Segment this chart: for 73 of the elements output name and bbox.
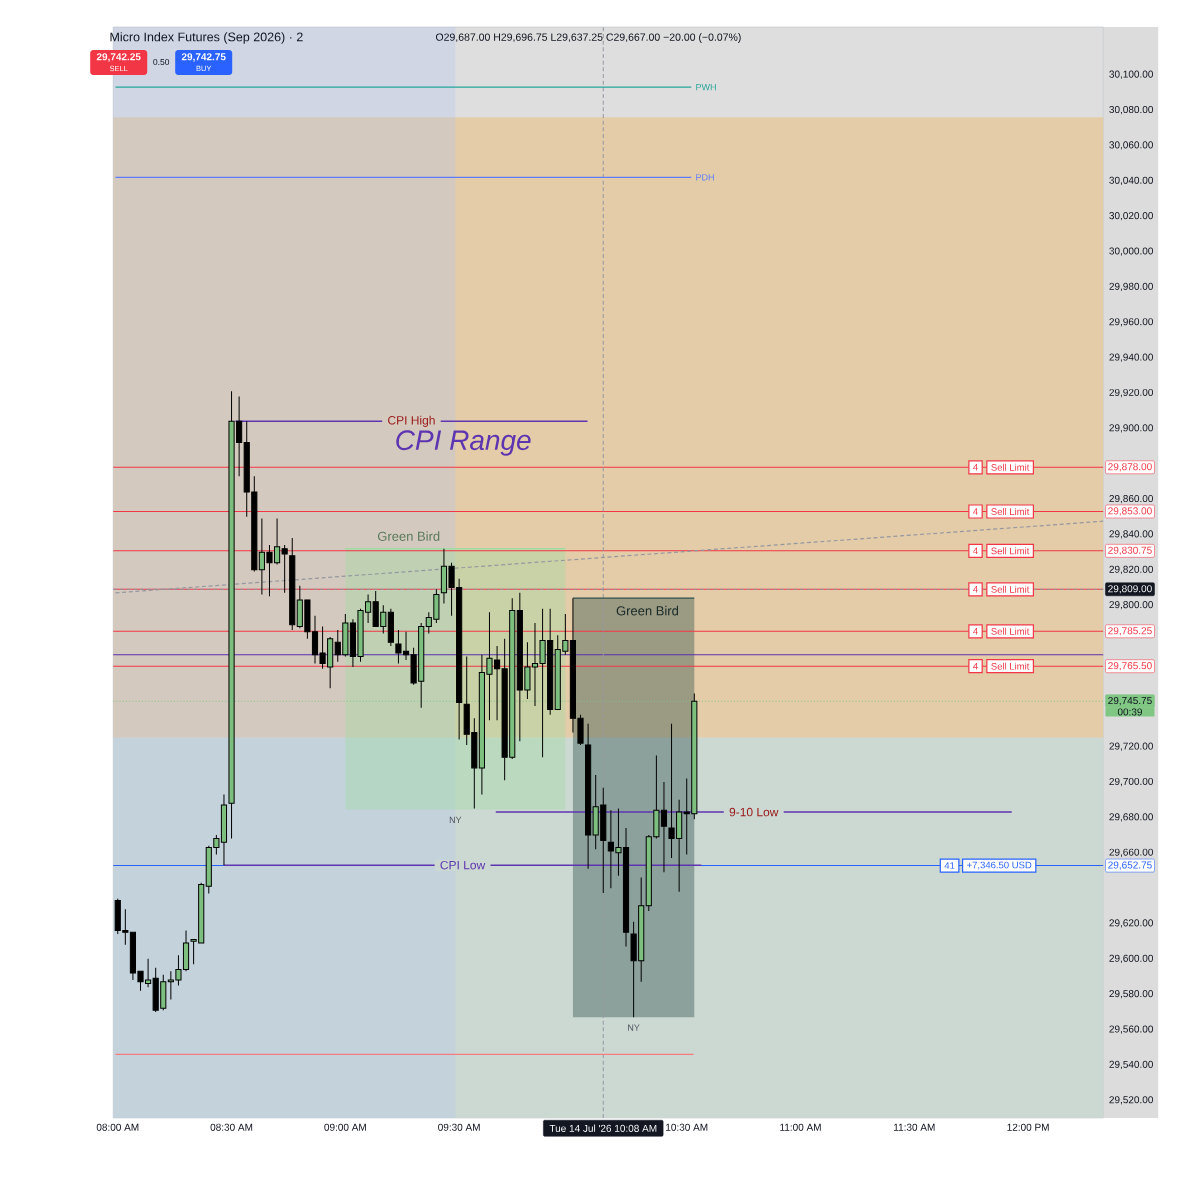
y-tick-label: 30,040.00 [1109,176,1153,185]
x-tick-label: 10:30 AM [665,1123,708,1131]
ref-line-label: 29,785.25 [1108,627,1152,636]
y-tick-label: 29,720.00 [1109,742,1153,751]
candlestick [289,537,296,631]
y-tick-label: 29,520.00 [1109,1096,1153,1105]
y-tick-label: 29,700.00 [1109,777,1153,787]
x-tick-label: 08:30 AM [210,1123,253,1131]
x-tick-label: 11:00 AM [780,1123,821,1131]
ref-line-label: 29,652.75 [1108,861,1152,870]
series-label: CPI Low [440,860,486,870]
annotation: Sell Limit [991,547,1030,555]
series-label: 9-10 Low [729,807,779,817]
y-tick-label: 29,560.00 [1109,1025,1153,1034]
y-tick-label: 29,620.00 [1109,919,1153,928]
annotation: 4 [973,464,978,471]
annotation: 29,742.75 [181,53,226,62]
series-label: CPI High [387,415,435,427]
annotation: NY [449,816,462,823]
y-tick-label: 29,920.00 [1109,388,1153,398]
y-tick-label: 29,840.00 [1109,530,1153,539]
annotation: Sell Limit [991,463,1030,471]
y-tick-label: 29,580.00 [1109,990,1153,999]
y-tick-label: 29,960.00 [1109,318,1153,327]
annotation: NY [628,1024,640,1031]
y-tick-label: 29,860.00 [1109,494,1153,504]
y-tick-label: 29,980.00 [1109,282,1153,292]
ref-line-label: Tue 14 Jul '26 10:08 AM [549,1124,657,1132]
y-tick-label: 30,060.00 [1109,141,1153,150]
x-tick-label: 11:30 AM [893,1123,935,1131]
y-tick-label: 29,940.00 [1109,353,1153,362]
annotation: 29,742.25 [96,53,141,62]
y-tick-label: 30,080.00 [1109,105,1153,115]
y-tick-label: 29,900.00 [1109,424,1153,433]
y-tick-label: 29,600.00 [1109,954,1153,963]
annotation: 41 [944,862,955,869]
annotation: 4 [973,628,978,635]
series-label: Green Bird [377,531,440,541]
annotation: Sell Limit [991,585,1030,593]
ref-line-label: 29,830.75 [1108,546,1152,555]
x-tick-label: 12:00 PM [1007,1123,1049,1131]
annotation: Sell Limit [991,508,1030,515]
ref-line-label: 29,745.75 [1108,697,1152,706]
y-tick-label: 29,540.00 [1109,1060,1153,1070]
x-tick-label: 09:00 AM [324,1123,366,1131]
ref-line-label: 29,765.50 [1108,662,1152,671]
x-tick-label: 08:00 AM [96,1123,139,1131]
ref-line-label: 29,853.00 [1108,507,1152,516]
y-tick-label: 29,820.00 [1109,565,1153,574]
series-label: Green Bird [616,605,678,616]
y-tick-label: 30,020.00 [1109,212,1153,221]
x-tick-label: 09:30 AM [438,1123,480,1131]
text: 00:39 [1117,708,1142,716]
text: O29,687.00 H29,696.75 L29,637.25 C29,667.00 −20.00 (−0.07%) [435,33,741,43]
annotation: CPI Range [396,430,531,456]
ref-line-label: 29,809.00 [1108,585,1152,594]
y-tick-label: 29,800.00 [1109,601,1153,610]
y-tick-label: 29,680.00 [1109,813,1153,822]
annotation: Sell Limit [991,662,1030,670]
annotation: Sell Limit [991,627,1030,635]
y-tick-label: 30,100.00 [1109,70,1153,79]
annotation: 0.50 [153,59,170,65]
annotation: 4 [973,662,978,670]
chart-title: Micro Index Futures (Sep 2026) · 2 [110,32,303,44]
series-label: PWH [696,84,716,91]
annotation: 4 [973,508,978,515]
series-label: PDH [696,174,714,181]
annotation: 4 [973,547,978,555]
y-tick-label: 29,660.00 [1109,848,1153,857]
annotation: 4 [973,586,978,593]
annotation: +7,346.50 USD [966,861,1032,870]
y-tick-label: 30,000.00 [1109,247,1153,256]
ref-line-label: 29,878.00 [1108,463,1152,472]
